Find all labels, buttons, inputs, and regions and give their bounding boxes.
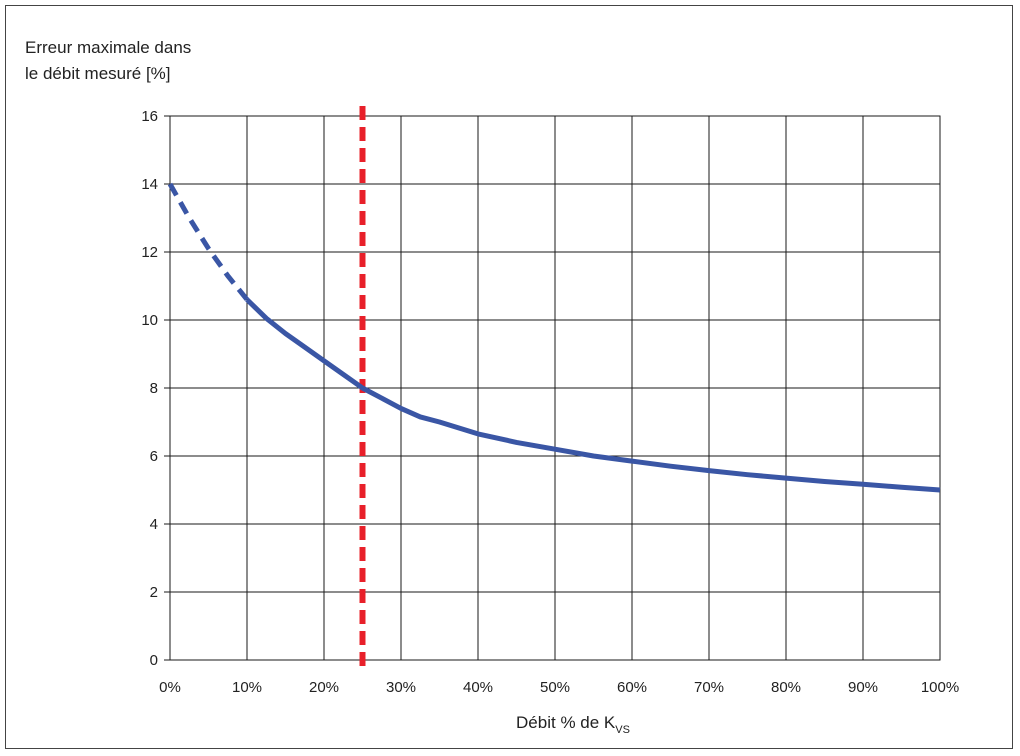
y-tick-label-3: 6 [150,448,158,465]
x-tick-label-9: 90% [848,679,878,696]
y-tick-label-4: 8 [150,380,158,397]
x-tick-label-2: 20% [309,679,339,696]
x-tick-label-8: 80% [771,679,801,696]
x-axis-label: Débit % de KVS [516,713,630,736]
plot-border [169,115,941,661]
y-tick-label-0: 0 [150,652,158,669]
series-line-0-dashed [167,182,249,302]
y-tick-label-2: 4 [150,516,158,533]
y-tick-label-5: 10 [141,312,158,329]
x-tick-label-4: 40% [463,679,493,696]
y-tick-labels: 0 2 4 6 8 10 12 14 16 [141,108,158,669]
x-tick-label-1: 10% [232,679,262,696]
plot-area [169,115,941,661]
x-axis-label-subscript: VS [615,724,630,736]
x-tick-label-5: 50% [540,679,570,696]
x-tick-label-3: 30% [386,679,416,696]
y-tick-label-8: 16 [141,108,158,125]
x-axis-label-main: Débit % de K [516,713,616,732]
series-line-1-solid [245,297,941,493]
y-axis-label-line-1: Erreur maximale dans [25,38,191,57]
y-tick-label-1: 2 [150,584,158,601]
series-group [167,182,941,493]
x-tick-labels: 0% 10% 20% 30% 40% 50% 60% 70% 80% 90% 100% [159,679,959,696]
x-tick-label-7: 70% [694,679,724,696]
x-tick-label-10: 100% [921,679,959,696]
x-tick-label-6: 60% [617,679,647,696]
y-axis-label-line-2: le débit mesuré [%] [25,64,171,83]
y-tick-label-6: 12 [141,244,158,261]
grid [164,115,941,661]
x-tick-label-0: 0% [159,679,181,696]
y-tick-label-7: 14 [141,176,158,193]
chart-frame [5,5,1013,749]
